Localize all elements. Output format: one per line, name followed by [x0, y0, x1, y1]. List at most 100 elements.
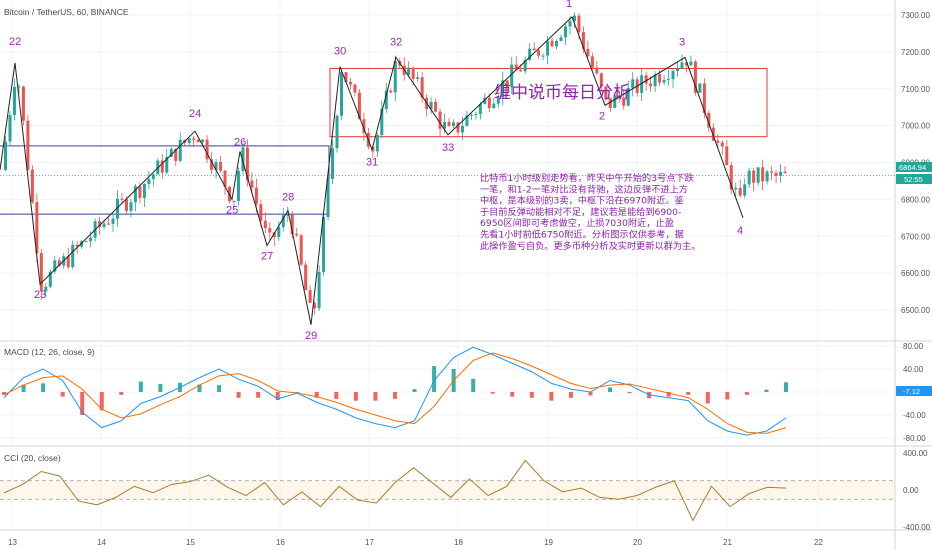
macd-histogram-bar — [275, 392, 280, 401]
candle-body — [572, 15, 576, 22]
candle-body — [12, 86, 16, 116]
candle-body — [756, 167, 760, 183]
candle-body — [564, 26, 567, 38]
candle-body — [286, 214, 290, 216]
candle-body — [268, 228, 272, 233]
macd-histogram-bar — [295, 392, 300, 393]
wave-point-label: 25 — [226, 204, 238, 216]
candle-body — [259, 204, 263, 221]
time-axis-label: 17 — [365, 538, 374, 547]
candle-body — [196, 139, 200, 143]
time-axis-label: 14 — [97, 538, 106, 547]
candle-body — [30, 169, 34, 203]
candle-body — [595, 67, 599, 74]
macd-histogram-bar — [549, 392, 554, 401]
candle-body — [116, 198, 119, 219]
candle-body — [75, 244, 79, 247]
candle-body — [707, 112, 711, 128]
candle-body — [120, 198, 124, 200]
candle-body — [21, 86, 25, 121]
countdown-value: 52:55 — [904, 175, 923, 184]
price-axis-label: 7200.00 — [901, 48, 930, 57]
candle-body — [89, 237, 93, 242]
candle-body — [272, 232, 276, 238]
candle-layer — [4, 12, 787, 315]
wave-point-label: 4 — [737, 225, 743, 237]
candle-body — [752, 170, 756, 183]
price-axis-label: 6600.00 — [901, 269, 930, 278]
candle-body — [169, 148, 173, 157]
cci-layer — [0, 459, 895, 522]
candle-body — [201, 139, 205, 143]
macd-histogram-bar — [41, 383, 46, 392]
wave-point-label: 1 — [566, 0, 572, 10]
macd-histogram-bar — [393, 392, 397, 399]
macd-histogram-bar — [412, 389, 417, 392]
candle-body — [223, 170, 227, 187]
candle-body — [622, 97, 626, 106]
candle-body — [537, 50, 541, 56]
candle-body — [26, 120, 30, 170]
candle-body — [613, 95, 617, 108]
candle-body — [452, 122, 455, 127]
candle-body — [514, 64, 518, 70]
candle-body — [250, 180, 254, 188]
last-price-badge — [896, 162, 932, 172]
wave-point-label: 23 — [34, 289, 46, 301]
macd-histogram-bar — [21, 384, 26, 392]
candle-body — [505, 80, 509, 88]
candle-body — [236, 170, 240, 201]
price-axis-label: 7300.00 — [901, 11, 930, 20]
macd-histogram-bar — [256, 392, 261, 398]
candle-body — [210, 159, 214, 170]
macd-last-badge — [896, 386, 932, 396]
macd-histogram-bar — [80, 392, 85, 415]
candle-body — [698, 83, 702, 93]
candle-body — [187, 138, 191, 143]
candle-body — [492, 103, 496, 108]
candle-body — [375, 135, 379, 152]
candle-body — [483, 97, 487, 104]
candle-body — [331, 148, 335, 179]
candle-body — [523, 59, 527, 72]
candle-body — [501, 80, 505, 98]
time-axis-label: 20 — [633, 538, 642, 547]
candle-body — [80, 241, 84, 247]
wave-point-label: 28 — [282, 191, 294, 203]
macd-histogram-bar — [588, 392, 593, 396]
candle-body — [680, 62, 684, 69]
candle-body — [590, 56, 594, 68]
candle-body — [586, 48, 590, 57]
candle-body — [599, 73, 603, 87]
candle-body — [245, 147, 249, 181]
annotation-line: 此操作盈亏自负。更多币种分析及实时更新以群为主。 — [480, 240, 701, 252]
macd-histogram-bar — [236, 392, 241, 398]
candle-body — [335, 115, 339, 149]
countdown-badge — [896, 174, 932, 184]
wave-point-label: 2 — [599, 110, 605, 122]
candle-body — [729, 165, 733, 190]
candle-body — [353, 84, 357, 93]
candle-body — [8, 115, 12, 142]
time-axis-label: 15 — [186, 538, 195, 547]
annotation-line: 一笔，和1-2一笔对比没有背驰，这边反弹不进上方 — [480, 183, 688, 195]
candle-body — [684, 62, 688, 66]
candle-body — [254, 187, 258, 205]
candle-body — [326, 178, 330, 218]
cci-axis-label: 400.00 — [903, 449, 928, 458]
candle-body — [371, 146, 375, 152]
candle-body — [174, 148, 178, 161]
candle-body — [44, 286, 48, 292]
candle-body — [384, 90, 388, 110]
candle-body — [662, 79, 666, 83]
candle-body — [263, 220, 267, 229]
wave-point-label: 3 — [679, 36, 685, 48]
macd-histogram-bar — [568, 392, 573, 398]
macd-histogram-bar — [373, 392, 378, 401]
annotation-line: 先看1小时前低6750附近。分析图示仅供参考，据 — [480, 229, 684, 241]
candle-body — [344, 72, 348, 82]
candle-body — [469, 114, 473, 116]
candle-body — [528, 48, 532, 60]
candle-body — [393, 61, 397, 93]
candle-body — [653, 74, 657, 87]
